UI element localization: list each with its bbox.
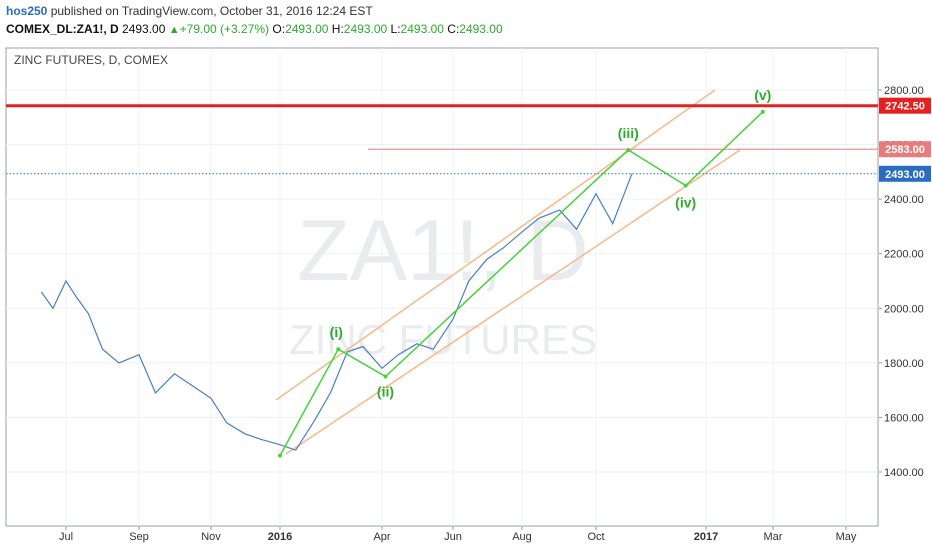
x-tick-label-1: Sep (129, 531, 149, 543)
wave-label-2: (ii) (377, 384, 394, 400)
x-tick-label-2: Nov (201, 531, 221, 543)
resistance-1-tag-bg (879, 97, 931, 114)
low-value: 2493.00 (400, 22, 444, 36)
resistance-2-tag: 2583.00 (885, 144, 925, 156)
wave-point-1 (336, 347, 341, 352)
y-tick-label-0: 1400.00 (884, 467, 924, 479)
watermark-symbol: ZA1!, D (297, 203, 589, 299)
wave-point-2 (383, 374, 388, 379)
open-label: O: (272, 22, 286, 36)
y-tick-label-7: 2800.00 (884, 85, 924, 97)
y-tick-label-2: 1800.00 (884, 358, 924, 370)
wave-point-3 (626, 148, 631, 153)
publish-info: published on TradingView.com, October 31… (50, 4, 373, 18)
wave-label-1: (i) (330, 324, 343, 340)
y-tick-label-4: 2200.00 (884, 249, 924, 261)
author-link[interactable]: hos250 (6, 4, 48, 18)
channel-lower (285, 149, 741, 455)
chart-title: ZINC FUTURES, D, COMEX (14, 53, 168, 67)
high-label: H: (331, 22, 344, 36)
x-tick-label-7: Oct (587, 531, 604, 543)
resistance-1-tag: 2742.50 (885, 101, 925, 113)
low-label: L: (390, 22, 401, 36)
quote-line: COMEX_DL:ZA1!, D 2493.00 ▲+79.00 (+3.27%… (6, 22, 503, 36)
y-tick-label-1: 1600.00 (884, 412, 924, 424)
plot-frame (5, 47, 879, 527)
symbol-label: COMEX_DL:ZA1!, D (6, 22, 119, 36)
x-tick-label-6: Aug (512, 531, 532, 543)
x-tick-label-4: Apr (373, 531, 390, 543)
resistance-2-tag-bg (879, 141, 931, 158)
channel-upper (275, 89, 716, 401)
x-tick-label-10: May (836, 531, 857, 543)
x-tick-label-9: Mar (764, 531, 783, 543)
y-tick-label-5: 2400.00 (884, 194, 924, 206)
last-price: 2493.00 (122, 22, 166, 36)
up-arrow-icon: ▲ (168, 24, 180, 36)
y-tick-label-3: 2000.00 (884, 303, 924, 315)
wave-path (279, 111, 764, 456)
last-price-tag: 2493.00 (885, 169, 925, 181)
last-price-tag-bg (879, 165, 931, 182)
high-value: 2493.00 (343, 22, 388, 36)
x-tick-label-8: 2017 (694, 531, 718, 543)
publish-line: hos250 published on TradingView.com, Oct… (6, 4, 373, 18)
wave-label-5: (v) (754, 87, 771, 103)
chart-area[interactable]: ZA1!, D ZINC FUTURES ZINC FUTURES, D, COME… (0, 44, 932, 550)
x-tick-label-3: 2016 (268, 531, 292, 543)
open-value: 2493.00 (285, 22, 329, 36)
x-tick-label-5: Jun (444, 531, 462, 543)
close-label: C: (447, 22, 460, 36)
wave-point-4 (683, 183, 688, 188)
price-change: +79.00 (+3.27%) (179, 22, 270, 36)
wave-point-0 (278, 453, 282, 458)
chart-header: hos250 published on TradingView.com, Oct… (0, 0, 932, 40)
wave-label-4: (iv) (675, 195, 696, 211)
wave-point-5 (760, 109, 765, 114)
wave-label-3: (iii) (618, 125, 639, 141)
price-line (40, 173, 633, 451)
close-value: 2493.00 (459, 22, 503, 36)
x-tick-label-0: Jul (59, 531, 73, 543)
